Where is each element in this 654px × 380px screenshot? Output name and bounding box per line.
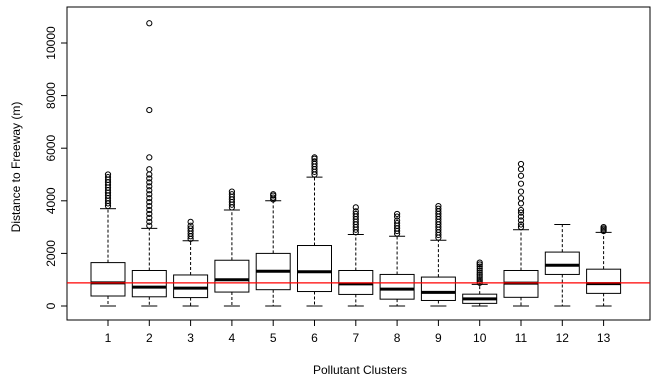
- box: [544, 251, 580, 275]
- outlier-point: [600, 224, 607, 231]
- outlier-point: [394, 213, 401, 220]
- outlier-point: [517, 206, 525, 214]
- outlier-point: [146, 175, 153, 182]
- outlier-point: [146, 206, 153, 214]
- y-tick-label: 10000: [44, 26, 58, 60]
- outlier-point: [104, 174, 112, 181]
- outlier-point: [146, 210, 153, 218]
- outlier-point: [146, 179, 153, 186]
- outlier-point: [517, 224, 525, 231]
- outlier-point: [476, 261, 483, 268]
- outlier-point: [476, 265, 483, 272]
- outlier-point: [476, 271, 483, 279]
- y-axis-label: Distance to Freeway (m): [9, 102, 23, 233]
- outlier-point: [146, 218, 153, 225]
- outlier-point: [476, 276, 483, 283]
- box: [131, 269, 167, 298]
- outlier-point: [517, 160, 525, 168]
- outlier-point: [146, 214, 153, 221]
- outlier-point: [517, 195, 525, 202]
- outlier-point: [476, 277, 483, 285]
- x-tick-label: 7: [352, 331, 359, 345]
- x-tick-label: 11: [515, 331, 528, 345]
- outlier-point: [146, 199, 153, 206]
- outlier-point: [146, 166, 153, 173]
- x-tick-label: 6: [311, 331, 318, 345]
- outlier-point: [146, 106, 153, 114]
- x-tick-label: 13: [597, 331, 611, 345]
- outlier-point: [228, 188, 235, 195]
- outlier-point: [270, 194, 277, 201]
- outlier-point: [476, 263, 483, 270]
- outlier-point: [517, 166, 525, 173]
- y-tick-label: 8000: [44, 82, 58, 109]
- outlier-point: [476, 259, 483, 266]
- outlier-point: [352, 204, 359, 211]
- box: [173, 274, 209, 299]
- box: [214, 259, 250, 293]
- outlier-point: [146, 187, 153, 194]
- outlier-point: [476, 267, 483, 274]
- outlier-point: [352, 210, 359, 218]
- box: [90, 262, 126, 297]
- outlier-point: [104, 171, 112, 178]
- x-tick-label: 12: [556, 331, 570, 345]
- outlier-point: [517, 221, 525, 228]
- outlier-point: [394, 220, 401, 227]
- x-tick-label: 1: [105, 331, 112, 345]
- outlier-point: [476, 269, 483, 276]
- outlier-point: [517, 213, 525, 220]
- x-tick-label: 2: [146, 331, 153, 345]
- outlier-point: [146, 195, 153, 202]
- outlier-point: [270, 191, 277, 198]
- y-tick-label: 6000: [44, 135, 58, 162]
- outlier-point: [187, 222, 194, 229]
- y-tick-label: 0: [44, 302, 58, 309]
- outlier-point: [476, 273, 483, 281]
- outlier-point: [146, 191, 153, 198]
- outlier-point: [146, 222, 153, 229]
- outlier-point: [311, 154, 318, 161]
- box: [379, 273, 415, 300]
- outlier-point: [146, 202, 153, 210]
- outlier-point: [146, 183, 153, 190]
- outlier-point: [517, 180, 525, 187]
- outlier-point: [517, 200, 525, 207]
- outlier-point: [394, 210, 401, 218]
- outlier-point: [228, 191, 235, 198]
- outlier-point: [187, 218, 194, 225]
- y-tick-label: 4000: [44, 187, 58, 214]
- outlier-point: [394, 217, 401, 224]
- y-tick-label: 2000: [44, 240, 58, 267]
- outlier-point: [435, 205, 442, 212]
- x-tick-label: 5: [270, 331, 277, 345]
- outlier-point: [146, 20, 153, 27]
- x-tick-label: 10: [473, 331, 487, 345]
- outlier-point: [517, 172, 525, 179]
- outlier-point: [435, 202, 442, 210]
- outlier-point: [517, 188, 525, 195]
- box: [297, 245, 332, 293]
- x-tick-label: 3: [187, 331, 194, 345]
- x-tick-label: 4: [229, 331, 236, 345]
- outlier-point: [311, 158, 318, 165]
- outlier-point: [517, 209, 525, 216]
- box: [586, 268, 622, 294]
- x-tick-label: 9: [435, 331, 442, 345]
- plot-frame: [66, 6, 651, 321]
- outlier-point: [187, 225, 194, 232]
- x-axis-label: Pollutant Clusters: [313, 363, 407, 377]
- outlier-point: [517, 217, 525, 224]
- x-tick-label: 8: [394, 331, 401, 345]
- box: [420, 276, 456, 301]
- outlier-point: [146, 154, 153, 161]
- outlier-point: [352, 208, 359, 215]
